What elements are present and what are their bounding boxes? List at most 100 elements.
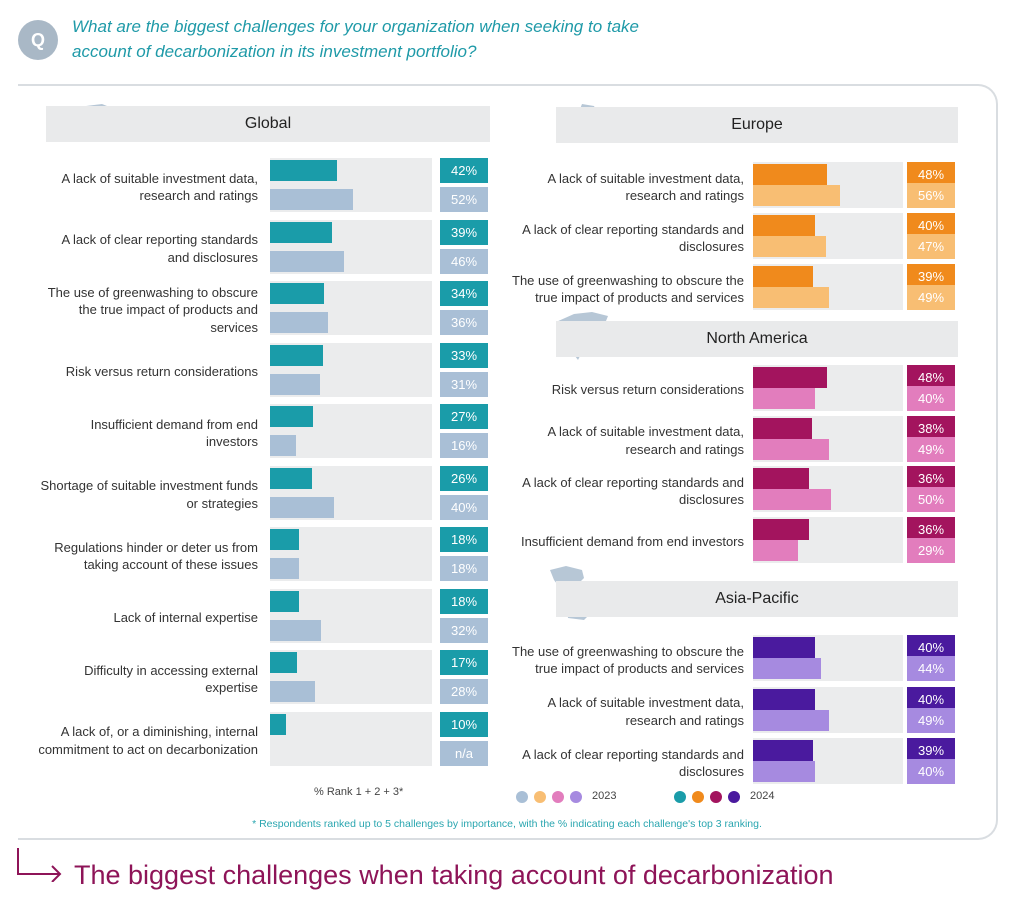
pct-2024: 39%	[440, 219, 488, 245]
row-label: A lack of clear reporting standards and …	[61, 232, 258, 265]
pct-2024: 18%	[440, 527, 488, 552]
panel-header-europe: Europe	[556, 107, 958, 143]
bar-2023	[753, 709, 829, 731]
legend-dot-europe-2023	[534, 791, 546, 803]
pct-2024: 33%	[440, 342, 488, 368]
legend-label-2024: 2024	[750, 790, 775, 802]
pct-2024: 36%	[907, 516, 955, 542]
pct-2024: 26%	[440, 465, 488, 491]
row-label: Shortage of suitable investment funds or…	[40, 478, 258, 511]
legend-dot-global-2024	[674, 791, 686, 803]
pct-2023: 40%	[907, 386, 955, 411]
bar-2023	[753, 388, 815, 409]
bar-2023	[753, 438, 829, 460]
footnote: * Respondents ranked up to 5 challenges …	[252, 818, 762, 830]
bar-2023	[270, 558, 299, 579]
bar-2023	[753, 185, 840, 206]
row-label: The use of greenwashing to obscure the t…	[512, 643, 744, 677]
bar-2023	[270, 312, 328, 333]
pct-2024: 40%	[907, 635, 955, 660]
row-label: A lack of suitable investment data, rese…	[61, 170, 258, 204]
row-label: A lack of clear reporting standards and …	[522, 474, 744, 508]
bar-2024	[753, 740, 814, 761]
legend-dot-na-2024	[710, 791, 722, 803]
pct-2023: 56%	[907, 183, 955, 208]
pct-2024: 48%	[907, 162, 955, 187]
bar-2024	[753, 164, 828, 185]
bar-2023	[270, 496, 334, 518]
bar-2024	[753, 367, 828, 388]
panel-header-north_america: North America	[556, 321, 958, 357]
question-badge: Q	[18, 20, 58, 60]
pct-2024: 18%	[440, 588, 488, 614]
pct-2024: 39%	[907, 738, 955, 763]
legend-dot-ap-2023	[570, 791, 582, 803]
pct-2023: 49%	[907, 707, 955, 733]
bar-2024	[753, 518, 809, 540]
pct-2024: 48%	[907, 365, 955, 390]
bar-2023	[270, 681, 315, 702]
pct-2024: 42%	[440, 158, 488, 183]
row-label: Risk versus return considerations	[551, 382, 744, 397]
bar-2024	[753, 417, 812, 439]
pct-2023: n/a	[440, 740, 488, 766]
bar-2024	[753, 468, 809, 489]
bar-2023	[270, 435, 296, 456]
row-label: A lack of clear reporting standards and …	[522, 746, 744, 780]
bar-2024	[753, 688, 815, 710]
row-label: A lack of suitable investment data, rese…	[547, 695, 744, 728]
pct-2024: 34%	[440, 281, 488, 306]
bar-2023	[753, 489, 831, 510]
legend-dot-global-2023	[516, 791, 528, 803]
panel-header-asia_pacific: Asia-Pacific	[556, 581, 958, 617]
bar-2023	[753, 539, 798, 561]
bar-2024	[753, 266, 814, 287]
bar-2024	[270, 344, 323, 366]
question-text: What are the biggest challenges for your…	[72, 17, 640, 61]
pct-2024: 27%	[440, 404, 488, 429]
row-label: A lack of suitable investment data, rese…	[547, 424, 744, 457]
row-label: A lack of, or a diminishing, internal co…	[38, 724, 258, 757]
bar-2024	[270, 652, 298, 673]
row-label: Difficulty in accessing external experti…	[84, 662, 258, 696]
row-label: The use of greenwashing to obscure the t…	[512, 272, 744, 306]
pct-2024: 17%	[440, 650, 488, 675]
bar-2023	[270, 250, 344, 272]
row-label: A lack of suitable investment data, rese…	[547, 170, 744, 204]
bar-2023	[270, 619, 322, 641]
pct-2023: 32%	[440, 617, 488, 643]
bar-2024	[270, 467, 312, 489]
pct-2024: 40%	[907, 686, 955, 712]
bottom-title: The biggest challenges when taking accou…	[74, 860, 834, 890]
row-label: A lack of clear reporting standards and …	[522, 221, 744, 255]
row-label: Insufficient demand from end investors	[520, 533, 744, 549]
bar-2024	[270, 590, 299, 612]
legend-label-2023: 2023	[592, 790, 617, 802]
pct-2023: 52%	[440, 187, 488, 212]
bar-2023	[753, 761, 815, 782]
pct-2023: 40%	[907, 759, 955, 784]
bar-2024	[270, 283, 325, 304]
pct-2023: 31%	[440, 371, 488, 397]
pct-2023: 49%	[907, 436, 955, 462]
bar-2024	[270, 406, 314, 427]
bar-2024	[270, 529, 299, 550]
bar-2023	[270, 189, 354, 210]
row-label: Insufficient demand from end investors	[90, 416, 258, 450]
bar-2023	[753, 287, 829, 308]
bar-2024	[270, 221, 333, 243]
pct-2023: 47%	[907, 234, 955, 259]
pct-2023: 29%	[907, 537, 955, 563]
bar-2023	[753, 658, 822, 679]
row-label: Lack of internal expertise	[113, 609, 258, 625]
bar-2023	[753, 236, 826, 257]
bar-track	[270, 711, 432, 766]
pct-2023: 16%	[440, 433, 488, 458]
pct-2024: 40%	[907, 213, 955, 238]
bar-2024	[753, 637, 815, 658]
panel-header-global: Global	[46, 106, 490, 142]
pct-2023: 44%	[907, 656, 955, 681]
legend-dot-europe-2024	[692, 791, 704, 803]
arrow-right-icon	[17, 848, 62, 882]
pct-2023: 28%	[440, 679, 488, 704]
